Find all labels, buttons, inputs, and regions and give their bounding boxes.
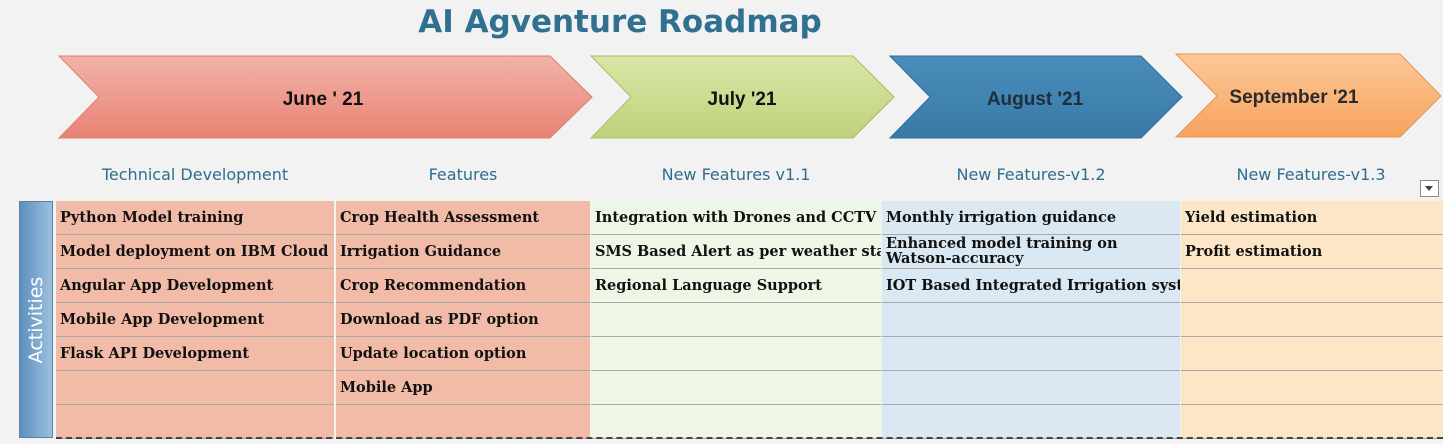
list-item <box>56 371 334 405</box>
milestone-chevron-august <box>888 55 1183 139</box>
list-item: Irrigation Guidance <box>336 235 590 269</box>
list-item: Profit estimation <box>1181 235 1443 269</box>
column-header-v1-1: New Features v1.1 <box>661 165 811 184</box>
list-item <box>591 405 881 439</box>
list-item <box>882 405 1180 439</box>
page-title: AI Agventure Roadmap <box>418 4 822 40</box>
activities-label: Activities <box>25 276 47 363</box>
column-new-features-v1-2: Monthly irrigation guidance Enhanced mod… <box>882 201 1180 439</box>
milestone-label-august: August '21 <box>987 89 1084 110</box>
list-item <box>1181 303 1443 337</box>
list-item <box>591 337 881 371</box>
list-item: SMS Based Alert as per weather status <box>591 235 881 269</box>
list-item <box>591 371 881 405</box>
list-item: Crop Recommendation <box>336 269 590 303</box>
list-item: Model deployment on IBM Cloud <box>56 235 334 269</box>
list-item <box>1181 371 1443 405</box>
list-item <box>336 405 590 439</box>
column-new-features-v1-1: Integration with Drones and CCTV SMS Bas… <box>591 201 881 439</box>
list-item: Angular App Development <box>56 269 334 303</box>
column-features: Crop Health Assessment Irrigation Guidan… <box>336 201 590 439</box>
column-header-v1-2: New Features-v1.2 <box>956 165 1106 184</box>
column-new-features-v1-3: Yield estimation Profit estimation <box>1181 201 1443 439</box>
list-item: Python Model training <box>56 201 334 235</box>
column-header-v1-3: New Features-v1.3 <box>1236 165 1386 184</box>
chevron-down-icon <box>1425 186 1433 191</box>
list-item: Monthly irrigation guidance <box>882 201 1180 235</box>
timeline-chevrons: June ' 21 July '21 August '21 September … <box>57 53 1442 139</box>
list-item: Yield estimation <box>1181 201 1443 235</box>
column-header-features: Features <box>428 165 498 184</box>
filter-dropdown-button[interactable] <box>1420 180 1439 197</box>
list-item: IOT Based Integrated Irrigation system <box>882 269 1180 303</box>
list-item <box>1181 405 1443 439</box>
list-item: Mobile App <box>336 371 590 405</box>
list-item: Crop Health Assessment <box>336 201 590 235</box>
list-item <box>591 303 881 337</box>
list-item <box>882 337 1180 371</box>
milestone-label-september: September '21 <box>1229 87 1359 108</box>
list-item: Update location option <box>336 337 590 371</box>
milestone-chevron-june <box>57 55 593 139</box>
list-item <box>882 303 1180 337</box>
list-item: Enhanced model training on Watson-accura… <box>882 235 1180 269</box>
column-technical-development: Python Model training Model deployment o… <box>56 201 334 439</box>
milestone-label-june: June ' 21 <box>283 89 364 110</box>
activities-side-label: Activities <box>19 201 53 438</box>
list-item: Regional Language Support <box>591 269 881 303</box>
bottom-divider <box>56 437 1443 439</box>
milestone-chevron-july <box>589 55 895 139</box>
list-item <box>1181 337 1443 371</box>
list-item <box>56 405 334 439</box>
milestone-label-july: July '21 <box>708 89 777 110</box>
list-item: Download as PDF option <box>336 303 590 337</box>
list-item: Mobile App Development <box>56 303 334 337</box>
list-item <box>882 371 1180 405</box>
list-item <box>1181 269 1443 303</box>
column-header-technical-development: Technical Development <box>101 165 289 184</box>
list-item: Flask API Development <box>56 337 334 371</box>
milestone-chevron-september <box>1174 53 1442 138</box>
list-item: Integration with Drones and CCTV <box>591 201 881 235</box>
